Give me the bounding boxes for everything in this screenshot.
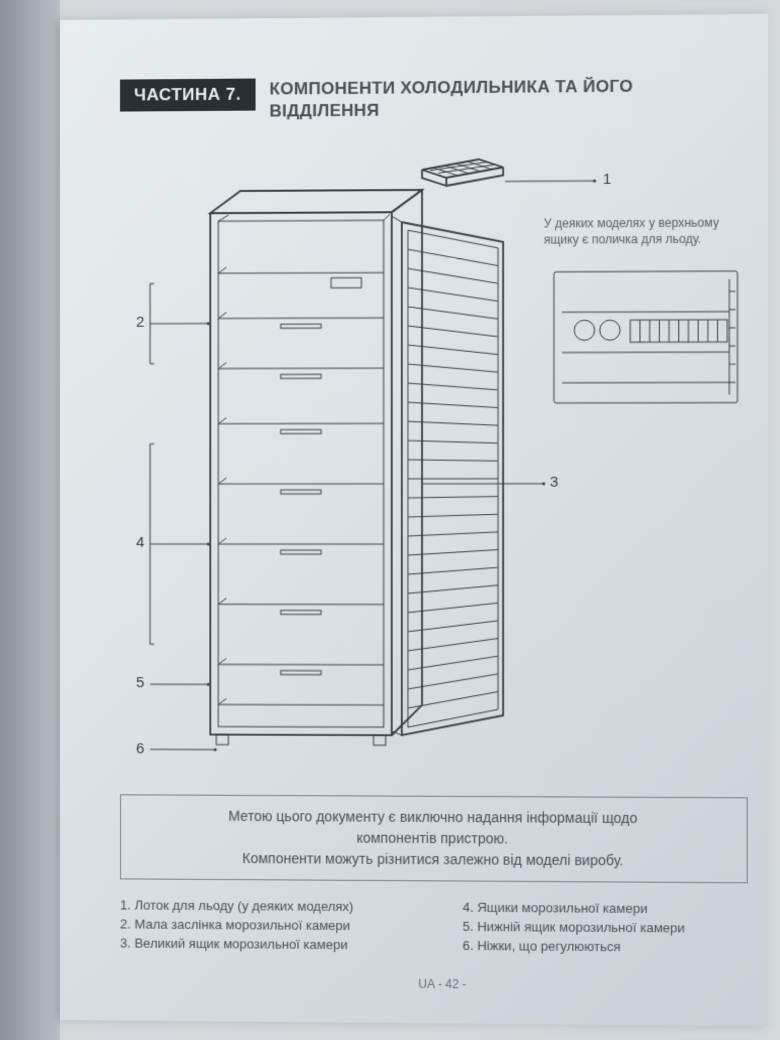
callout-3: 3 [550,474,558,491]
legend-col-1: 1. Лоток для льоду (у деяких моделях) 2.… [120,898,422,957]
callout-4: 4 [136,534,144,551]
legend-col-2: 4. Ящики морозильної камери 5. Нижній ящ… [463,900,769,960]
legend-item-3: 3. Великий ящик морозильної камери [120,936,422,953]
note-line-3: Компоненти можуть різнитися залежно від … [139,848,728,873]
title-line-2: ВІДДІЛЕННЯ [269,98,633,123]
callout-1: 1 [603,171,611,188]
section-title: КОМПОНЕНТИ ХОЛОДИЛЬНИКА ТА ЙОГО ВІДДІЛЕН… [269,76,633,123]
callout-5: 5 [136,674,144,691]
inset-caption-line1: У деяких моделях у верхньому [544,216,738,233]
info-note-box: Метою цього документу є виключно надання… [120,794,748,883]
legend-item-4: 4. Ящики морозильної камери [463,900,769,917]
section-header: ЧАСТИНА 7. КОМПОНЕНТИ ХОЛОДИЛЬНИКА ТА ЙО… [120,75,768,124]
callout-6: 6 [136,740,144,757]
inset-caption-line2: ящику є поличка для льоду. [544,231,738,248]
legend-item-2: 2. Мала заслінка морозильної камери [120,917,422,934]
legend-item-1: 1. Лоток для льоду (у деяких моделях) [120,898,422,915]
page-footer: UA - 42 - [120,975,768,994]
legend-item-6: 6. Ніжки, що регулюються [463,938,769,955]
legend-item-5: 5. Нижній ящик морозильної камери [463,919,769,936]
callout-2: 2 [136,314,144,331]
title-line-1: КОМПОНЕНТИ ХОЛОДИЛЬНИКА ТА ЙОГО [269,76,633,101]
inset-caption: У деяких моделях у верхньому ящику є пол… [544,216,738,248]
diagram-area: У деяких моделях у верхньому ящику є пол… [120,140,748,788]
legend: 1. Лоток для льоду (у деяких моделях) 2.… [120,898,768,960]
part-badge: ЧАСТИНА 7. [120,78,255,111]
note-line-1: Метою цього документу є виключно надання… [139,806,728,830]
